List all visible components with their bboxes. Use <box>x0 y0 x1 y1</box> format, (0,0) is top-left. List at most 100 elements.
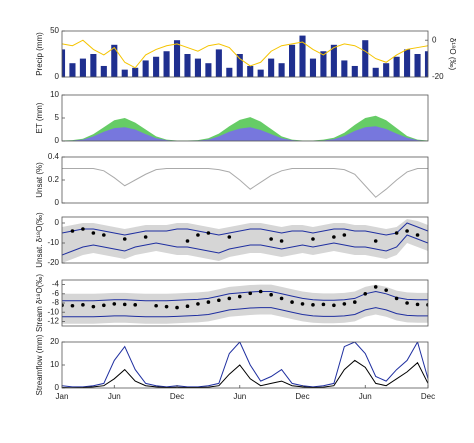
point <box>342 233 347 237</box>
point <box>102 233 106 237</box>
point <box>394 296 399 301</box>
bar <box>424 51 428 77</box>
bar <box>320 51 327 77</box>
point <box>164 304 169 309</box>
point <box>384 288 388 292</box>
point <box>70 229 75 233</box>
y-tick-label: 5 <box>55 113 60 122</box>
point <box>196 233 200 237</box>
x-tick-label: Jan <box>56 392 69 401</box>
point <box>175 305 179 310</box>
point <box>102 303 106 308</box>
bar <box>247 65 254 77</box>
point <box>426 303 428 307</box>
point <box>279 296 284 301</box>
bar <box>404 49 411 77</box>
bar <box>163 51 170 77</box>
y-tick-label: -10 <box>47 307 59 316</box>
line <box>62 234 428 256</box>
frame <box>61 30 429 78</box>
line <box>62 359 428 388</box>
point <box>248 291 253 296</box>
point <box>112 302 117 306</box>
point <box>373 239 378 243</box>
point <box>122 237 127 241</box>
bar <box>299 35 306 77</box>
point <box>227 296 232 301</box>
bar <box>383 63 390 77</box>
bar <box>121 69 128 77</box>
point <box>196 302 200 306</box>
y-tick-label: 0 <box>55 383 60 392</box>
y-tick-label: 0 <box>55 136 60 145</box>
bar <box>62 49 66 77</box>
point <box>363 292 368 296</box>
point <box>258 289 263 294</box>
bar <box>351 65 358 77</box>
y-axis-label: Streamflow (mm) <box>35 334 44 395</box>
point <box>311 303 315 307</box>
y-tick-label: 0 <box>55 72 60 81</box>
bar <box>194 58 201 77</box>
line <box>62 342 428 388</box>
x-tick-label: Jun <box>233 392 246 401</box>
point <box>405 301 409 305</box>
line <box>62 307 428 318</box>
bar <box>362 40 369 77</box>
y-axis-label: Precip (mm) <box>35 32 44 76</box>
plot-area <box>62 284 428 324</box>
line <box>62 222 428 236</box>
bar <box>153 56 160 77</box>
point <box>290 300 294 304</box>
bar <box>205 63 212 77</box>
y-tick-label: 20 <box>50 337 59 346</box>
bar <box>100 65 107 77</box>
bar <box>226 67 233 77</box>
plot-area <box>62 168 428 198</box>
point <box>279 239 284 243</box>
frame <box>61 341 429 389</box>
point <box>237 294 242 299</box>
x-tick-label: Dec <box>295 392 309 401</box>
x-tick-label: Dec <box>170 392 184 401</box>
bar <box>330 44 337 77</box>
bar <box>278 63 285 77</box>
point <box>143 235 148 239</box>
bar <box>173 40 181 77</box>
y-axis-label: Unsat. δ¹⁸O(‰) <box>35 212 44 268</box>
x-tick-label: Jun <box>108 392 121 401</box>
y-tick-label: 0.2 <box>48 175 60 184</box>
point <box>415 233 420 237</box>
y-tick-label: 10 <box>50 360 59 369</box>
area <box>62 126 428 141</box>
line <box>62 168 428 198</box>
frame <box>61 216 429 264</box>
y-axis-label: Stream δ¹⁸O(‰) <box>35 274 44 332</box>
point <box>206 231 211 235</box>
point <box>185 239 190 243</box>
y-tick-label: 0.4 <box>48 152 60 161</box>
point <box>133 303 137 307</box>
y-tick-label: 10 <box>50 90 59 99</box>
y-tick-label: -10 <box>47 238 59 247</box>
bar <box>341 60 348 77</box>
y-tick-label: 0 <box>55 198 60 207</box>
bar <box>184 54 191 77</box>
point <box>342 302 347 306</box>
bar <box>236 54 243 77</box>
point <box>62 303 64 308</box>
point <box>217 298 221 303</box>
point <box>405 229 409 233</box>
bar <box>372 67 379 77</box>
plot-area <box>62 342 428 388</box>
point <box>332 235 336 239</box>
band <box>62 284 428 324</box>
point <box>70 303 75 308</box>
y-tick-label: -8 <box>52 298 60 307</box>
point <box>269 237 273 241</box>
bar <box>268 58 275 77</box>
y-tick-label: -12 <box>47 317 59 326</box>
y-tick-label: -6 <box>52 289 60 298</box>
point <box>332 303 336 308</box>
y-tick-label: -20 <box>47 258 59 267</box>
